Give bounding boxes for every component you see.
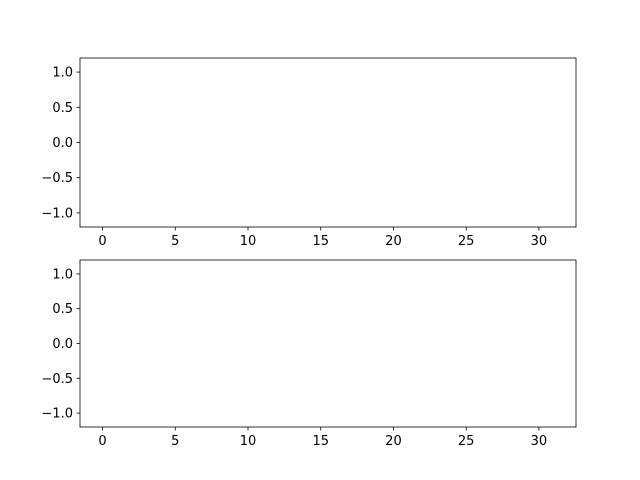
x-tick-label: 30 xyxy=(531,434,548,449)
x-tick-label: 15 xyxy=(312,234,329,249)
x-tick-label: 20 xyxy=(385,234,402,249)
y-tick-label: −0.5 xyxy=(41,171,73,186)
x-tick-label: 20 xyxy=(385,434,402,449)
x-tick-label: 5 xyxy=(171,234,179,249)
x-tick-label: 25 xyxy=(458,234,475,249)
y-tick-label: −1.0 xyxy=(41,206,73,221)
axes-frame xyxy=(79,57,577,228)
y-tick-label: 0.0 xyxy=(52,337,73,352)
x-tick-label: 25 xyxy=(458,434,475,449)
x-tick-label: 0 xyxy=(98,234,106,249)
x-tick-label: 30 xyxy=(531,234,548,249)
x-tick-label: 10 xyxy=(240,234,257,249)
top-axes: 0 5 10 15 20 25 30 −1.0 −0.5 0.0 0.5 1.0 xyxy=(41,57,577,249)
x-tick-label: 15 xyxy=(312,434,329,449)
y-tick-label: −0.5 xyxy=(41,372,73,387)
x-tick-label: 10 xyxy=(240,434,257,449)
y-tick-label: −1.0 xyxy=(41,407,73,422)
x-tick-label: 5 xyxy=(171,434,179,449)
axes-frame xyxy=(79,259,577,428)
y-tick-label: 1.0 xyxy=(52,267,73,282)
y-tick-label: 0.0 xyxy=(52,136,73,151)
y-tick-label: 0.5 xyxy=(52,101,73,116)
x-tick-label: 0 xyxy=(98,434,106,449)
y-tick-label: 1.0 xyxy=(52,66,73,81)
bottom-axes: 0 5 10 15 20 25 30 −1.0 −0.5 0.0 0.5 1.0 xyxy=(41,259,577,449)
y-tick-label: 0.5 xyxy=(52,302,73,317)
